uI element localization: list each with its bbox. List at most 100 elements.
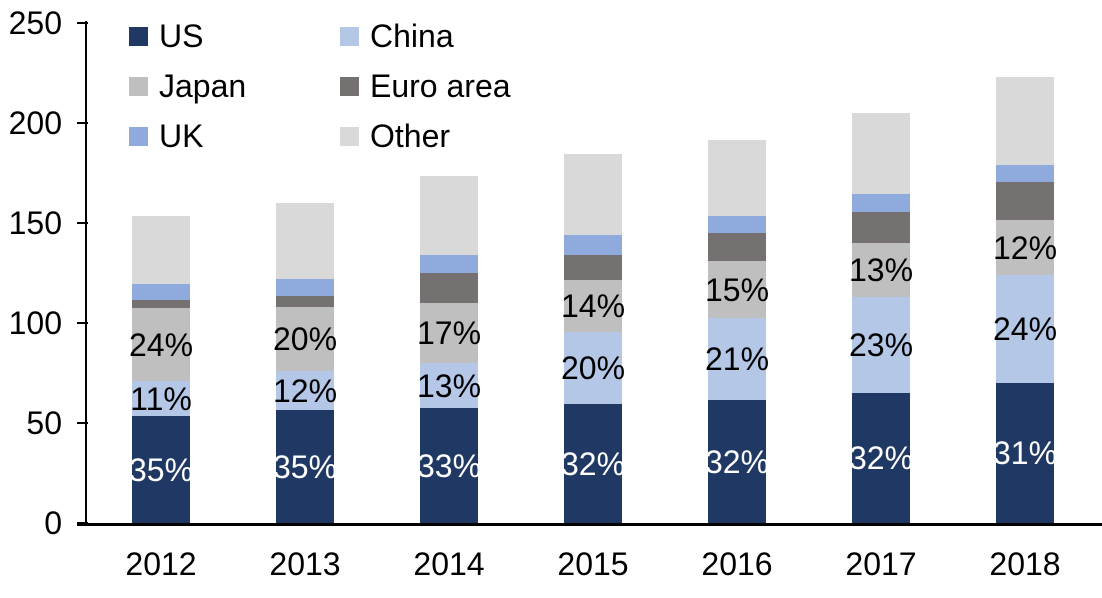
bar-segment-euro-area — [708, 233, 766, 261]
bar-label: 31% — [992, 435, 1058, 471]
y-tick-mark — [77, 522, 88, 524]
bar-segment-other — [996, 77, 1054, 165]
bar-segment-us — [276, 410, 334, 523]
bar-segment-uk — [708, 216, 766, 233]
x-axis-label: 2015 — [557, 546, 629, 582]
y-tick-label: 0 — [44, 505, 62, 541]
bar-segment-us — [852, 393, 910, 523]
bar-label: 12% — [992, 229, 1058, 266]
bar-label: 13% — [416, 367, 482, 404]
legend-label: China — [370, 18, 454, 54]
bar-segment-uk — [852, 194, 910, 212]
bar-label: 13% — [848, 252, 914, 288]
bar-segment-other — [420, 176, 478, 255]
bar-segment-uk — [276, 279, 334, 296]
bar-segment-other — [708, 140, 766, 216]
legend-label: Japan — [159, 68, 247, 104]
bar-segment-euro-area — [564, 255, 622, 280]
bar-segment-us — [564, 404, 622, 523]
bar-label: 15% — [704, 271, 770, 308]
bar-label: 11% — [130, 380, 192, 417]
x-axis-label: 2016 — [701, 546, 773, 582]
x-axis-label: 2017 — [845, 546, 917, 582]
bar-segment-uk — [132, 284, 190, 300]
bar-label: 21% — [704, 341, 770, 377]
y-tick-mark — [77, 222, 88, 224]
bar-segment-china — [132, 381, 190, 416]
bar-segment-japan — [132, 308, 190, 381]
y-axis-line — [85, 21, 87, 526]
y-tick-label: 100 — [8, 305, 62, 341]
y-tick-label: 250 — [8, 5, 62, 41]
bar-segment-euro-area — [132, 300, 190, 308]
legend-item-uk: UK — [129, 120, 340, 152]
bar-label: 14% — [560, 288, 626, 324]
bar-segment-china — [708, 318, 766, 400]
bar-label: 32% — [560, 445, 626, 482]
bar-segment-euro-area — [420, 273, 478, 303]
bar-label: 35% — [272, 448, 338, 485]
bar-segment-china — [420, 363, 478, 408]
bar-segment-euro-area — [996, 182, 1054, 220]
legend-label: UK — [159, 118, 204, 154]
bar-segment-euro-area — [276, 296, 334, 307]
legend-item-euro-area: Euro area — [340, 70, 511, 102]
bar-label: 17% — [416, 315, 482, 351]
x-axis-label: 2014 — [413, 546, 485, 582]
bar-label: 32% — [704, 443, 770, 480]
bar-segment-us — [996, 383, 1054, 523]
bar-segment-uk — [420, 255, 478, 273]
y-tick-mark — [77, 322, 88, 324]
bar-segment-japan — [708, 261, 766, 318]
bar-label: 20% — [272, 321, 338, 357]
bar-label: 24% — [992, 311, 1058, 347]
bar-label: 12% — [272, 372, 338, 409]
bar-segment-us — [420, 408, 478, 523]
bar-label: 24% — [128, 326, 194, 363]
legend-item-us: US — [129, 20, 340, 52]
bar-segment-us — [708, 400, 766, 523]
bar-segment-china — [852, 297, 910, 393]
y-tick-mark — [77, 122, 88, 124]
legend-swatch-icon — [129, 126, 148, 146]
legend-swatch-icon — [340, 76, 359, 96]
bar-segment-other — [852, 113, 910, 194]
y-tick-mark — [77, 22, 88, 24]
x-axis-label: 2018 — [989, 546, 1061, 582]
y-tick-label: 150 — [8, 205, 62, 241]
bar-segment-uk — [564, 235, 622, 255]
bar-label: 23% — [848, 327, 914, 363]
legend-item-japan: Japan — [129, 70, 340, 102]
y-tick-label: 200 — [8, 105, 62, 141]
bar-label: 32% — [848, 440, 914, 476]
legend-item-china: China — [340, 20, 511, 52]
legend-label: Other — [370, 118, 451, 154]
bar-label: 35% — [128, 451, 194, 488]
x-axis-label: 2012 — [125, 546, 197, 582]
bar-segment-other — [132, 216, 190, 284]
bar-segment-japan — [996, 220, 1054, 275]
legend-swatch-icon — [340, 126, 359, 146]
bar-segment-other — [276, 203, 334, 279]
x-axis-label: 2013 — [269, 546, 341, 582]
legend-swatch-icon — [129, 26, 148, 46]
bar-segment-japan — [420, 303, 478, 363]
bar-segment-other — [564, 154, 622, 235]
legend-swatch-icon — [340, 26, 359, 46]
bar-segment-japan — [852, 243, 910, 297]
bar-label: 20% — [560, 350, 626, 386]
legend-label: US — [159, 18, 204, 54]
bar-segment-japan — [276, 307, 334, 371]
bar-segment-china — [564, 332, 622, 404]
bar-segment-euro-area — [852, 212, 910, 243]
bar-segment-china — [276, 371, 334, 410]
bar-segment-japan — [564, 280, 622, 332]
bar-segment-us — [132, 416, 190, 523]
legend-swatch-icon — [129, 76, 148, 96]
y-tick-mark — [77, 422, 88, 424]
chart-legend: US China Japan Euro area UK Other — [129, 20, 511, 152]
legend-label: Euro area — [370, 68, 511, 104]
x-axis-line — [77, 523, 1102, 526]
